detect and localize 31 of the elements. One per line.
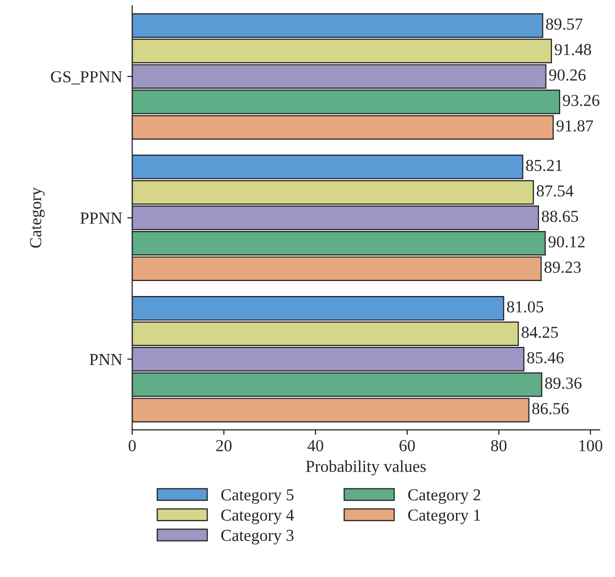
data-label: 89.57 (546, 18, 582, 30)
x-tick-label: 40 (308, 440, 324, 452)
data-label: 81.05 (507, 301, 544, 313)
data-label: 86.56 (532, 403, 569, 414)
data-label: 87.54 (536, 185, 574, 197)
data-label: 85.46 (527, 352, 564, 364)
data-label: 93.26 (562, 94, 600, 106)
data-label: 85.21 (526, 160, 562, 172)
legend-label: Category 3 (221, 530, 294, 544)
x-axis-title: Probability values (306, 460, 426, 476)
data-label: 88.65 (542, 210, 578, 222)
data-label: 89.36 (545, 378, 582, 389)
data-label: 91.48 (554, 44, 592, 56)
x-tick-label: 60 (400, 440, 415, 452)
legend-label: Category 2 (408, 489, 480, 504)
legend-label: Category 1 (408, 510, 480, 524)
data-label: 91.87 (556, 120, 594, 132)
x-tick-label: 80 (491, 440, 507, 452)
x-tick-label: 20 (216, 440, 232, 452)
data-label: 90.12 (548, 236, 585, 248)
legend-label: Category 5 (221, 489, 294, 504)
y-tick-label: PPNN (80, 212, 122, 224)
y-axis-title: Category (30, 187, 45, 248)
data-label: 84.25 (522, 326, 558, 338)
data-label: 90.26 (549, 69, 586, 81)
x-tick-label: 100 (579, 440, 602, 452)
x-tick-label: 0 (128, 440, 136, 452)
y-tick-label: GS_PPNN (50, 71, 122, 84)
legend-label: Category 4 (221, 510, 294, 524)
y-tick-label: PNN (90, 354, 122, 365)
data-label: 89.23 (544, 262, 581, 273)
